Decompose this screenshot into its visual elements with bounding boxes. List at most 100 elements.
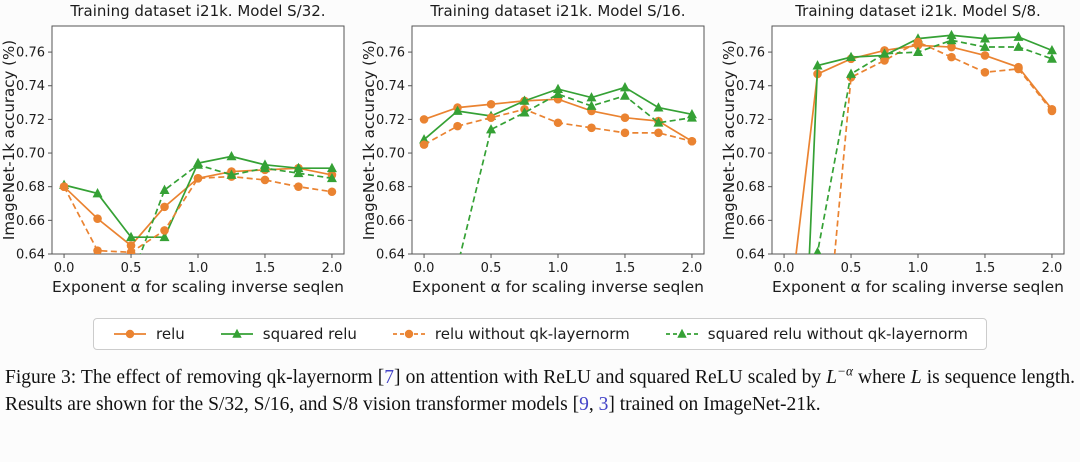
legend-triangle-marker-icon xyxy=(665,328,698,338)
caption-text: is sequence length. Results are shown fo… xyxy=(5,367,1075,415)
chart-model-s16: Training dataset i21k. Model S/16. 0.64 0.… xyxy=(360,2,705,296)
y-tick-label: 0.72 xyxy=(376,113,405,128)
series-marker-relu-without-qk-layernorm xyxy=(654,128,663,138)
legend-circle-marker-icon xyxy=(392,329,425,339)
x-tick-label: 2.0 xyxy=(682,261,703,276)
series-marker-squared-relu-without-qk-layernorm xyxy=(946,34,957,45)
x-tick-label: 0.5 xyxy=(481,261,502,276)
series-group xyxy=(795,29,1057,254)
series-group xyxy=(419,82,697,254)
x-tick-label: 0.0 xyxy=(54,261,75,276)
series-marker-relu xyxy=(980,51,990,60)
math-symbol: L xyxy=(910,367,922,388)
series-marker-relu-without-qk-layernorm xyxy=(587,123,596,133)
series-marker-relu-without-qk-layernorm xyxy=(947,52,956,62)
y-tick-label: 0.66 xyxy=(376,214,405,229)
series-marker-squared-relu xyxy=(519,95,530,105)
series-marker-relu xyxy=(160,202,169,212)
x-axis-label: Exponent α for scaling inverse seqlen xyxy=(52,278,344,296)
y-tick-label: 0.68 xyxy=(16,180,45,195)
series-group xyxy=(59,151,337,254)
series-marker-squared-relu-without-qk-layernorm xyxy=(653,117,664,127)
series-marker-relu xyxy=(486,99,496,109)
legend-item-relu-without-qk-layernorm: relu without qk-layernorm xyxy=(391,325,630,343)
series-marker-relu xyxy=(126,241,136,250)
y-tick-label: 0.70 xyxy=(376,147,405,162)
y-tick-label: 0.66 xyxy=(736,214,765,229)
caption-text: where xyxy=(852,367,911,388)
series-marker-relu xyxy=(93,214,102,223)
series-marker-squared-relu xyxy=(126,231,137,242)
caption-text: ] trained on ImageNet-21k. xyxy=(608,394,821,415)
y-axis-label: ImageNet-1k accuracy (%) xyxy=(360,40,378,240)
plot-area xyxy=(771,25,1065,255)
y-tick-label: 0.76 xyxy=(736,46,765,61)
y-tick-label: 0.74 xyxy=(16,79,45,94)
caption-text: , xyxy=(588,394,599,415)
plot-area xyxy=(411,25,705,255)
series-marker-squared-relu-without-qk-layernorm xyxy=(913,46,923,56)
x-tick-label: 1.5 xyxy=(975,261,996,276)
legend-label: relu without qk-layernorm xyxy=(434,325,630,343)
y-axis-label: ImageNet-1k accuracy (%) xyxy=(0,40,18,240)
series-marker-squared-relu xyxy=(1046,44,1057,55)
y-tick-label: 0.68 xyxy=(376,180,405,195)
chart-title: Training dataset i21k. Model S/16. xyxy=(429,2,685,20)
x-tick-label: 1.0 xyxy=(188,261,209,276)
chart-model-s8: Training dataset i21k. Model S/8. 0.64 0.6… xyxy=(720,2,1065,296)
series-marker-relu-without-qk-layernorm xyxy=(419,140,429,149)
y-tick-label: 0.70 xyxy=(16,147,45,162)
series-line-squared-relu-without-qk-layernorm xyxy=(459,93,693,254)
y-tick-label: 0.72 xyxy=(16,113,45,128)
citation-link: 9 xyxy=(579,394,589,415)
legend-label: relu xyxy=(156,325,185,343)
y-tick-label: 0.70 xyxy=(736,147,765,162)
y-tick-label: 0.64 xyxy=(736,248,765,263)
caption-text: [ xyxy=(377,367,385,388)
series-marker-squared-relu-without-qk-layernorm xyxy=(813,246,822,254)
series-marker-relu-without-qk-layernorm xyxy=(453,121,462,131)
y-tick-label: 0.68 xyxy=(736,180,765,195)
x-tick-label: 1.5 xyxy=(255,261,276,276)
series-marker-relu-without-qk-layernorm xyxy=(59,182,69,191)
x-tick-label: 1.0 xyxy=(548,261,569,276)
series-marker-squared-relu-without-qk-layernorm xyxy=(846,68,857,78)
series-marker-relu-without-qk-layernorm xyxy=(294,182,303,191)
series-marker-relu-without-qk-layernorm xyxy=(553,118,563,128)
series-marker-squared-relu-without-qk-layernorm xyxy=(619,90,630,100)
series-marker-relu-without-qk-layernorm xyxy=(1047,106,1057,116)
math-symbol: L xyxy=(826,367,838,388)
legend-label: squared relu without qk-layernorm xyxy=(707,325,968,343)
series-marker-squared-relu-without-qk-layernorm xyxy=(979,41,990,51)
x-tick-label: 0.0 xyxy=(774,261,795,276)
y-tick-label: 0.74 xyxy=(736,79,765,94)
x-tick-label: 0.5 xyxy=(121,261,142,276)
series-marker-squared-relu xyxy=(586,92,597,102)
x-tick-label: 2.0 xyxy=(322,261,343,276)
legend-box: relu squared relu relu without qk-layernor… xyxy=(93,318,987,350)
series-marker-squared-relu xyxy=(619,82,630,92)
y-tick-label: 0.66 xyxy=(16,214,45,229)
series-marker-squared-relu xyxy=(979,33,990,43)
series-marker-squared-relu-without-qk-layernorm xyxy=(879,48,890,58)
series-marker-relu-without-qk-layernorm xyxy=(93,246,102,254)
series-marker-squared-relu-without-qk-layernorm xyxy=(1013,41,1024,51)
chart-title: Training dataset i21k. Model S/32. xyxy=(69,2,325,20)
series-marker-relu-without-qk-layernorm xyxy=(486,113,496,123)
series-marker-squared-relu-without-qk-layernorm xyxy=(486,124,497,134)
legend-item-squared-relu-without-qk-layernorm: squared relu without qk-layernorm xyxy=(664,325,968,343)
x-axis-label: Exponent α for scaling inverse seqlen xyxy=(412,278,704,296)
x-tick-label: 1.0 xyxy=(908,261,929,276)
x-tick-label: 1.5 xyxy=(615,261,636,276)
citation-link: 7 xyxy=(384,367,395,388)
series-marker-squared-relu xyxy=(159,231,170,242)
figure-caption: Figure 3: The effect of removing qk-laye… xyxy=(5,364,1075,418)
y-tick-label: 0.64 xyxy=(16,248,45,263)
series-marker-squared-relu-without-qk-layernorm xyxy=(326,172,337,183)
x-tick-label: 0.5 xyxy=(841,261,862,276)
series-marker-squared-relu xyxy=(326,162,337,173)
series-marker-relu-without-qk-layernorm xyxy=(193,173,203,183)
series-marker-squared-relu-without-qk-layernorm xyxy=(586,100,597,110)
series-marker-relu-without-qk-layernorm xyxy=(913,37,923,47)
y-tick-label: 0.64 xyxy=(376,248,405,263)
